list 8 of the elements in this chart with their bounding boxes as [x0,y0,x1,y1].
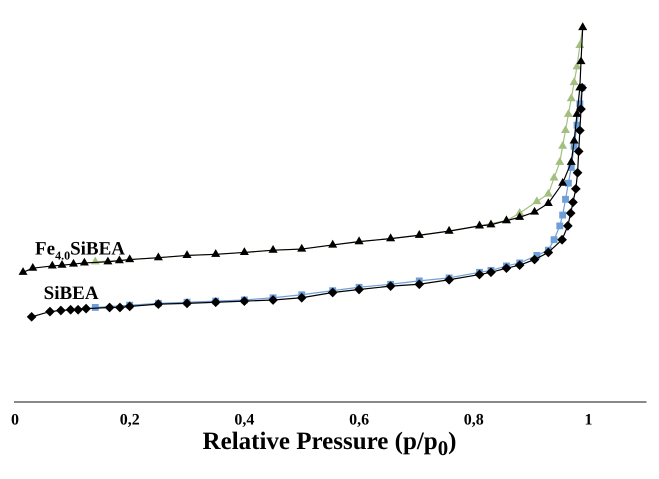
x-tick-label: 0,4 [234,412,254,429]
x-tick-label: 0,6 [349,412,370,429]
x-tick-label: 0,2 [120,412,140,429]
x-tick-label: 1 [584,412,592,429]
series-label: SiBEA [44,282,99,304]
x-axis-title: Relative Pressure (p/p$_{0}$) [202,427,458,462]
x-tick-label: 0 [11,412,19,429]
x-tick-label: 0,8 [464,412,484,429]
